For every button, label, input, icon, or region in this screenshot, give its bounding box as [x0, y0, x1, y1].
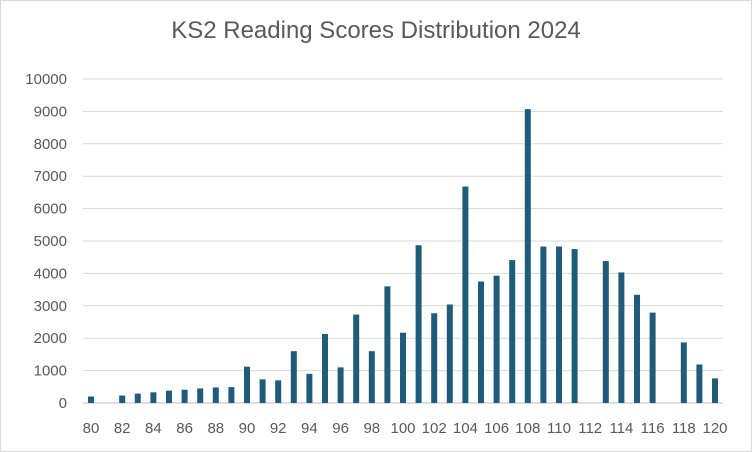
y-axis-ticks: 0 1000 2000 3000 4000 5000 6000 7000 8000 9000 100…	[25, 71, 67, 412]
x-tick-label: 84	[145, 420, 162, 437]
x-tick-label: 120	[702, 420, 727, 437]
bar	[368, 351, 375, 403]
y-tick-label: 0	[59, 395, 67, 412]
bar	[353, 314, 360, 403]
y-tick-label: 3000	[34, 298, 67, 315]
bar	[384, 286, 391, 403]
y-tick-label: 5000	[34, 233, 67, 250]
bar	[446, 304, 453, 403]
bar	[602, 261, 609, 403]
bar	[337, 367, 344, 403]
bar	[197, 388, 204, 403]
x-tick-label: 88	[207, 420, 224, 437]
bar	[431, 313, 438, 403]
bar	[509, 260, 516, 403]
bar	[680, 342, 687, 403]
bar	[478, 281, 484, 403]
bar	[181, 389, 188, 403]
x-tick-label: 118	[672, 420, 696, 437]
bar	[571, 249, 578, 403]
bar	[228, 387, 235, 403]
bar	[119, 395, 126, 403]
x-tick-label: 102	[422, 420, 447, 437]
x-tick-label: 82	[114, 420, 131, 437]
x-tick-label: 110	[547, 420, 571, 437]
x-tick-label: 100	[390, 420, 415, 437]
bar	[400, 332, 406, 403]
bar	[134, 393, 141, 403]
x-tick-label: 86	[176, 420, 193, 437]
bar	[462, 186, 469, 403]
y-tick-label: 8000	[34, 136, 67, 153]
y-tick-label: 7000	[34, 168, 67, 185]
x-tick-label: 114	[609, 420, 633, 437]
x-axis-ticks: 80 82 84 86 88 90 92 94 96 98 100 102 104 106 108 110 11…	[83, 420, 728, 437]
bar	[166, 390, 172, 403]
x-tick-label: 98	[363, 420, 380, 437]
x-tick-label: 90	[239, 420, 256, 437]
chart-title: KS2 Reading Scores Distribution 2024	[171, 17, 581, 44]
bar	[696, 364, 703, 403]
x-tick-label: 92	[270, 420, 287, 437]
bar	[259, 379, 266, 403]
bar	[634, 294, 640, 403]
bar	[275, 380, 282, 403]
bar	[649, 312, 656, 403]
x-tick-label: 104	[453, 420, 478, 437]
x-tick-label: 112	[578, 420, 602, 437]
y-tick-label: 2000	[34, 330, 67, 347]
bar	[493, 275, 500, 403]
x-tick-label: 106	[484, 420, 509, 437]
x-tick-label: 94	[301, 420, 318, 437]
y-tick-label: 9000	[34, 103, 67, 120]
bar	[524, 109, 531, 403]
bar	[618, 272, 625, 403]
x-tick-label: 80	[83, 420, 100, 437]
x-tick-label: 96	[332, 420, 349, 437]
y-tick-label: 1000	[34, 363, 67, 380]
bar	[712, 378, 718, 403]
bar	[212, 387, 219, 403]
bar	[244, 366, 250, 403]
x-tick-label: 108	[515, 420, 540, 437]
bar	[290, 351, 297, 403]
bar	[88, 396, 94, 403]
bar	[415, 245, 422, 403]
bar	[150, 392, 157, 403]
bars	[88, 109, 718, 403]
y-tick-label: 6000	[34, 201, 67, 218]
bar	[322, 333, 328, 403]
y-tick-label: 10000	[25, 71, 67, 88]
bar	[306, 373, 313, 403]
y-tick-label: 4000	[34, 265, 67, 282]
bar	[540, 246, 547, 403]
bar	[556, 246, 562, 403]
x-tick-label: 116	[641, 420, 665, 437]
